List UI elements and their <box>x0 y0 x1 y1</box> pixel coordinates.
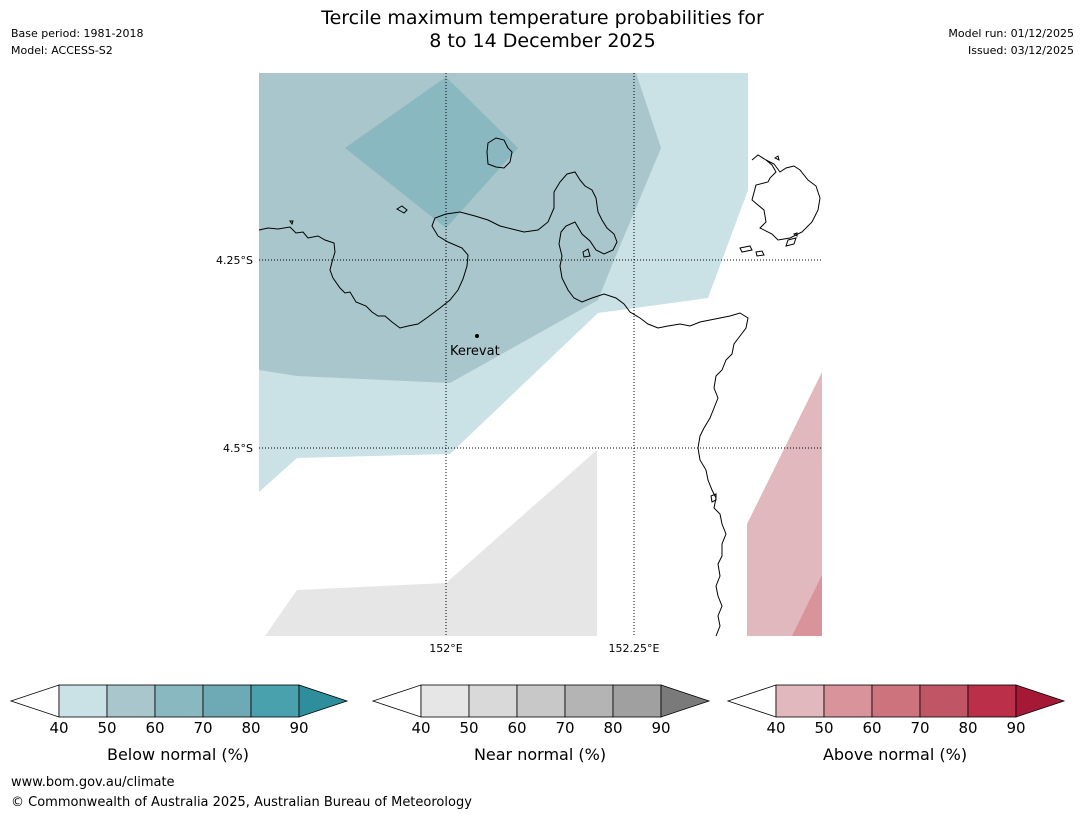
kerevat-label: Kerevat <box>450 344 500 359</box>
base-period: Base period: 1981-2018 <box>11 27 144 40</box>
near-normal-swatch <box>516 684 566 718</box>
below-normal-tick-label: 90 <box>289 719 308 737</box>
copyright-notice: © Commonwealth of Australia 2025, Austra… <box>11 795 472 810</box>
lat-label-4.25: 4.25°S <box>216 254 253 267</box>
title-line-2: 8 to 14 December 2025 <box>429 30 656 52</box>
website-link[interactable]: www.bom.gov.au/climate <box>11 775 175 790</box>
above-normal-tick-label: 90 <box>1006 719 1025 737</box>
above-normal-colorbar: 40 50 60 70 80 90 <box>726 684 1066 737</box>
near-normal-extend-high <box>660 684 711 718</box>
above-normal-swatch <box>871 684 921 718</box>
above-normal-40-50-region <box>747 372 822 636</box>
near-normal-swatch <box>612 684 662 718</box>
below-normal-extend-low <box>9 684 60 718</box>
above-normal-swatch <box>919 684 969 718</box>
metadata-left: Base period: 1981-2018 Model: ACCESS-S2 <box>11 25 143 59</box>
near-normal-swatch <box>420 684 470 718</box>
lon-label-152.25: 152.25°E <box>609 642 660 655</box>
above-normal-swatch <box>775 684 825 718</box>
issued-date: Issued: 03/12/2025 <box>967 44 1074 57</box>
near-normal-label: Near normal (%) <box>473 745 607 764</box>
below-normal-tick-label: 50 <box>97 719 116 737</box>
below-normal-label: Below normal (%) <box>106 745 250 764</box>
model-name: Model: ACCESS-S2 <box>11 44 113 57</box>
lon-label-152: 152°E <box>429 642 462 655</box>
below-normal-extend-high <box>298 684 349 718</box>
above-normal-extend-high <box>1015 684 1066 718</box>
above-normal-label: Above normal (%) <box>822 745 968 764</box>
metadata-right: Model run: 01/12/2025 Issued: 03/12/2025 <box>948 25 1074 59</box>
near-normal-extend-low <box>371 684 422 718</box>
above-normal-tick-label: 50 <box>814 719 833 737</box>
graticule <box>259 73 822 636</box>
above-normal-tick-label: 40 <box>766 719 785 737</box>
near-normal-tick-label: 90 <box>651 719 670 737</box>
kerevat-marker <box>475 334 479 338</box>
title-line-1: Tercile maximum temperature probabilitie… <box>321 7 764 29</box>
near-normal-colorbar: 40 50 60 70 80 90 <box>371 684 711 737</box>
model-run: Model run: 01/12/2025 <box>948 27 1074 40</box>
below-normal-swatch <box>154 684 204 718</box>
above-normal-swatch <box>967 684 1017 718</box>
below-normal-tick-label: 70 <box>193 719 212 737</box>
near-normal-swatch <box>468 684 518 718</box>
above-normal-tick-label: 70 <box>910 719 929 737</box>
near-normal-swatch <box>564 684 614 718</box>
below-normal-swatch <box>106 684 156 718</box>
near-normal-tick-label: 70 <box>555 719 574 737</box>
below-normal-tick-label: 40 <box>49 719 68 737</box>
near-normal-tick-label: 40 <box>411 719 430 737</box>
below-normal-colorbar: 40 50 60 70 80 90 <box>9 684 349 737</box>
near-normal-tick-label: 80 <box>603 719 622 737</box>
below-normal-swatch <box>202 684 252 718</box>
colorbars: 40 50 60 70 80 90 40 50 60 70 80 90 40 50 60 70 80 90 <box>9 684 1066 737</box>
above-normal-tick-label: 60 <box>862 719 881 737</box>
page-title: Tercile maximum temperature probabilitie… <box>0 7 1085 53</box>
below-normal-tick-label: 60 <box>145 719 164 737</box>
above-normal-50-60-region <box>792 575 822 636</box>
below-normal-swatch <box>250 684 300 718</box>
above-normal-swatch <box>823 684 873 718</box>
lat-label-4.5: 4.5°S <box>223 442 253 455</box>
coastline <box>258 137 821 637</box>
near-normal-tick-label: 60 <box>507 719 526 737</box>
map-panel: Kerevat 4.25°S 4.5°S 152°E 152.25°E <box>216 73 822 655</box>
above-normal-tick-label: 80 <box>958 719 977 737</box>
below-normal-swatch <box>58 684 108 718</box>
above-normal-extend-low <box>726 684 777 718</box>
below-normal-60-70-region <box>345 77 518 228</box>
near-normal-tick-label: 50 <box>459 719 478 737</box>
below-normal-tick-label: 80 <box>241 719 260 737</box>
near-normal-40-50-region <box>265 450 597 636</box>
